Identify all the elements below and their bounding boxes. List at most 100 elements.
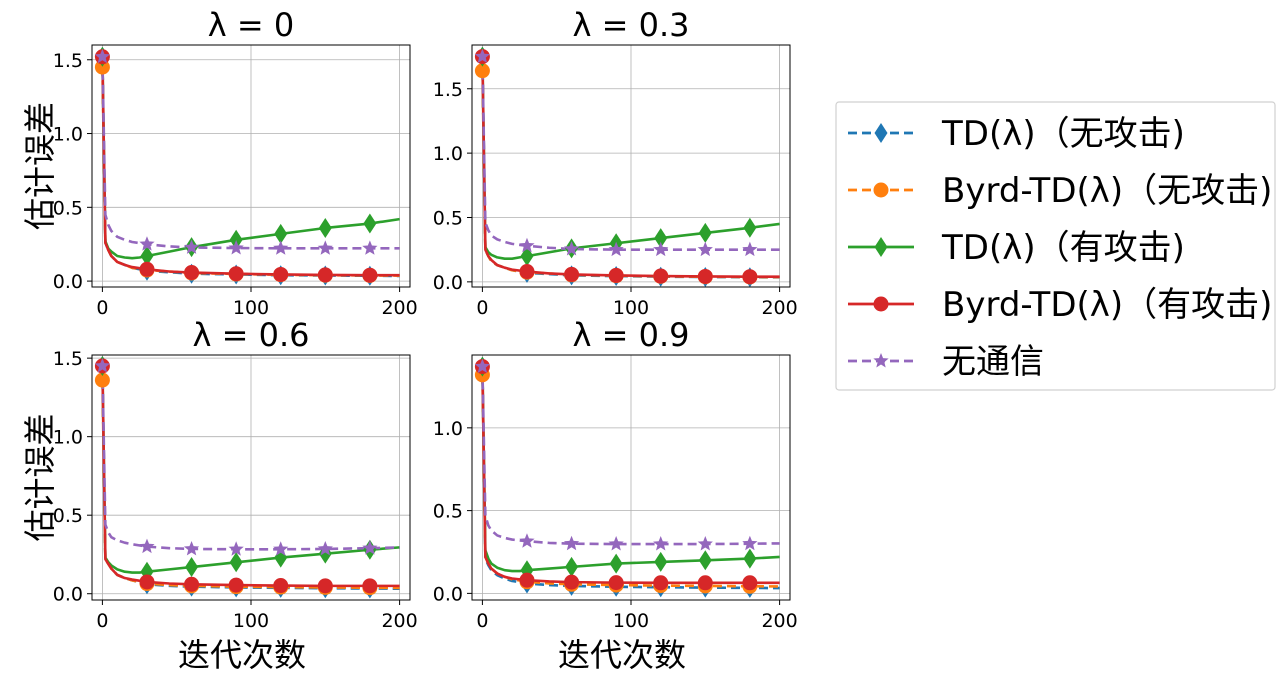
y-tick-label: 0.0 [433,272,463,294]
y-tick-label: 1.5 [53,348,83,370]
data-point-marker [474,48,491,64]
x-axis-label: 迭代次数 [558,636,686,674]
data-point-marker [563,535,580,551]
y-tick-label: 1.5 [433,79,463,101]
x-tick-label: 100 [233,610,269,632]
data-point-marker [697,536,713,551]
legend-marker [874,237,888,257]
data-point-marker [228,577,244,593]
data-point-marker [519,533,535,548]
data-point-marker [318,217,332,238]
y-tick-label: 0.5 [433,207,463,229]
data-point-marker [229,229,243,250]
plot-area [94,355,400,599]
legend-item: Byrd-TD(λ)（无攻击) [848,171,1272,211]
legend-item: TD(λ)（有攻击) [848,228,1185,268]
data-point-marker [697,575,713,591]
data-point-marker [317,578,333,594]
legend-label: Byrd-TD(λ)（无攻击) [942,171,1272,211]
subplot-4: 0 100 200 0.0 0.5 1.0 λ = 0.9 迭代次数 [433,316,798,674]
data-point-marker [139,236,155,251]
data-point-marker [563,241,580,256]
data-point-marker [654,551,668,572]
data-point-marker [654,228,668,249]
legend-marker [874,123,888,143]
data-point-marker [94,59,110,75]
data-point-marker [474,63,490,79]
y-axis-label: 估计误差 [21,102,59,230]
x-tick-label: 0 [476,610,488,632]
legend-label: TD(λ)（有攻击) [941,228,1185,268]
x-tick-label: 100 [613,610,649,632]
x-tick-label: 100 [613,297,649,319]
legend-label: Byrd-TD(λ)（有攻击) [942,285,1272,325]
subplots-group: 0 100 200 0.0 0.5 1.0 1.5 λ = 0 估计误差 0 100 200 0.0 0.… [21,6,798,674]
y-tick-label: 1.0 [53,427,83,449]
plot-area [474,46,780,287]
data-point-marker [698,222,712,243]
data-point-marker [139,574,155,590]
plot-area [474,356,780,598]
data-point-marker [743,217,757,238]
data-point-marker [228,541,244,556]
data-point-marker [608,536,624,551]
legend-frame [835,101,1276,391]
x-tick-label: 0 [476,297,488,319]
data-point-marker [653,536,669,551]
data-point-marker [609,553,623,574]
series-line-2 [481,374,780,588]
data-point-marker [564,574,580,590]
data-point-marker [229,552,243,573]
y-tick-label: 0.0 [53,271,83,293]
data-point-marker [742,241,758,257]
data-point-marker [273,240,289,255]
y-tick-label: 1.0 [53,124,83,146]
data-point-marker [317,540,333,556]
x-tick-label: 200 [381,610,417,632]
data-point-marker [362,267,378,283]
data-point-marker [317,267,333,283]
data-point-marker [184,576,200,592]
subplot-2: 0 100 200 0.0 0.5 1.0 1.5 λ = 0.3 [433,6,798,319]
data-point-marker [273,266,289,282]
x-tick-label: 100 [233,297,269,319]
x-tick-label: 200 [381,297,417,319]
data-point-marker [183,239,200,254]
data-point-marker [94,48,111,64]
y-tick-label: 1.0 [433,143,463,165]
data-point-marker [608,267,624,283]
data-point-marker [317,240,333,255]
data-point-marker [608,241,624,257]
data-point-marker [273,541,289,556]
subplot-title: λ = 0.6 [193,316,310,354]
data-point-marker [184,265,200,281]
y-tick-label: 1.0 [433,418,463,440]
y-tick-label: 0.5 [53,505,83,527]
data-point-marker [742,575,758,591]
x-tick-label: 0 [96,610,108,632]
y-tick-label: 0.5 [53,197,83,219]
data-point-marker [742,269,758,285]
y-tick-label: 1.5 [53,50,83,72]
y-tick-label: 0.0 [433,583,463,605]
subplot-1: 0 100 200 0.0 0.5 1.0 1.5 λ = 0 估计误差 [21,6,418,319]
data-point-marker [697,268,713,284]
data-point-marker [363,213,377,234]
data-point-marker [564,266,580,282]
data-point-marker [362,578,378,594]
data-point-marker [698,550,712,571]
data-point-marker [273,578,289,594]
data-point-marker [653,575,669,591]
x-tick-label: 200 [761,610,797,632]
data-point-marker [742,535,758,551]
data-point-marker [653,268,669,284]
legend-marker [873,182,889,198]
legend-item: Byrd-TD(λ)（有攻击) [848,285,1272,325]
legend-item: TD(λ)（无攻击) [848,114,1185,154]
data-point-marker [94,372,110,388]
series-line-5 [101,365,400,551]
legend-label: 无通信 [942,342,1044,382]
data-point-marker [608,575,624,591]
data-point-marker [185,557,199,578]
